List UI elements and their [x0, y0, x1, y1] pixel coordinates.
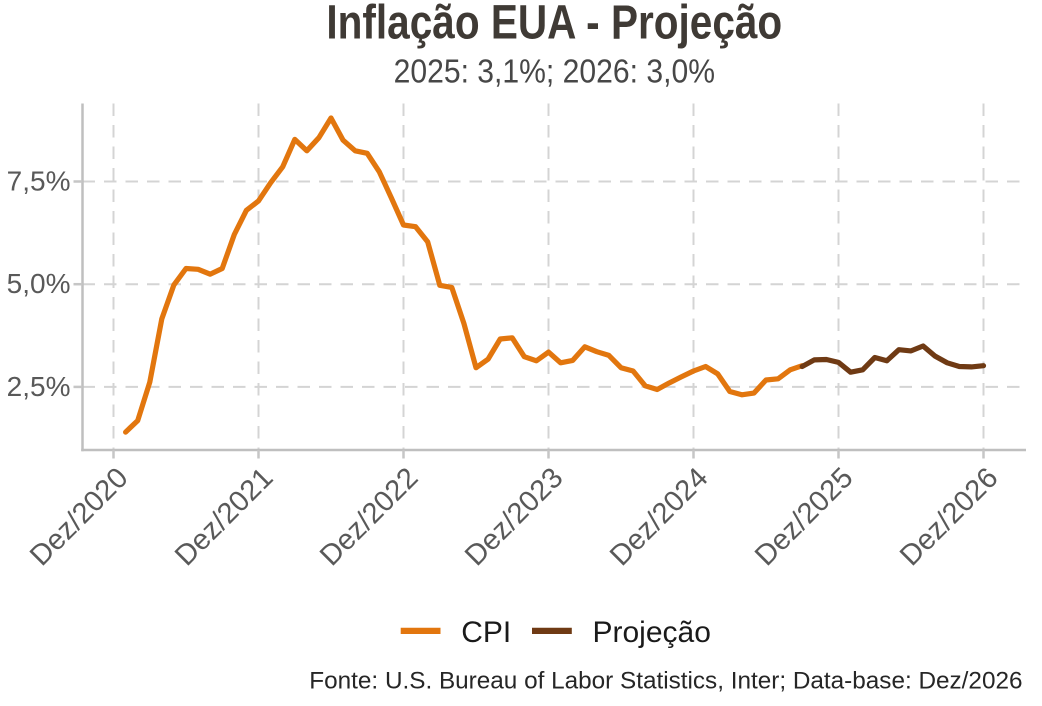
svg-text:Projeção: Projeção — [593, 616, 711, 649]
svg-text:2025: 3,1%; 2026: 3,0%: 2025: 3,1%; 2026: 3,0% — [394, 52, 715, 89]
svg-text:Inflação EUA - Projeção: Inflação EUA - Projeção — [326, 0, 782, 50]
svg-text:Fonte: U.S. Bureau of Labor St: Fonte: U.S. Bureau of Labor Statistics, … — [309, 668, 1022, 695]
svg-text:7,5%: 7,5% — [7, 166, 71, 197]
svg-text:CPI: CPI — [461, 616, 511, 649]
svg-text:2,5%: 2,5% — [7, 371, 71, 402]
svg-text:5,0%: 5,0% — [7, 268, 71, 299]
